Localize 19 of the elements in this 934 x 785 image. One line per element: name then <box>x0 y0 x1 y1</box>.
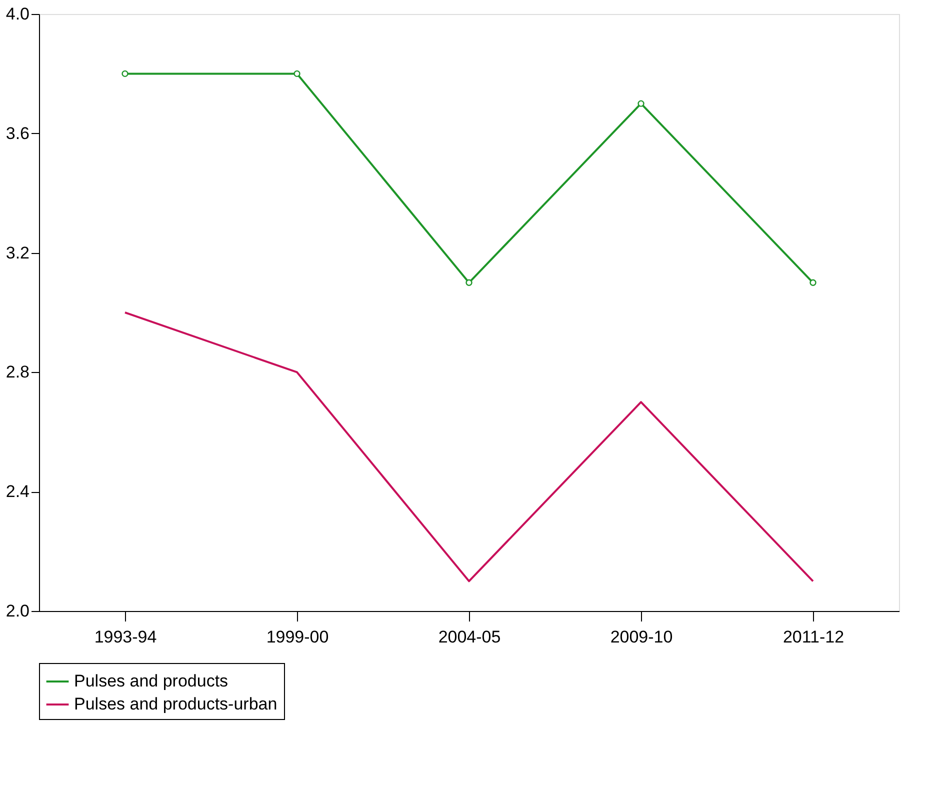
x-tick-label: 2009-10 <box>610 628 673 646</box>
point <box>294 70 300 78</box>
x-tick-label: 2011-12 <box>782 628 844 646</box>
x-tick-label: 1999-00 <box>266 628 329 646</box>
x-tick-label: 1993-94 <box>94 628 157 646</box>
legend-label: Pulses and products <box>74 672 228 690</box>
y-tick-label: 4.0 <box>6 4 30 24</box>
y-tick-label: 2.8 <box>6 362 30 382</box>
y-tick-label: 3.6 <box>6 124 30 143</box>
y-tick-label: 2.0 <box>6 602 30 620</box>
x-tick-label: 2004-05 <box>438 628 501 646</box>
point <box>466 279 472 286</box>
legend-label: Pulses and products-urban <box>74 694 278 714</box>
point <box>638 100 644 107</box>
y-tick-label: 3.2 <box>6 243 30 262</box>
y-tick-label: 2.4 <box>6 482 30 502</box>
line-series <box>124 312 814 582</box>
point <box>122 70 128 78</box>
point <box>810 279 816 286</box>
